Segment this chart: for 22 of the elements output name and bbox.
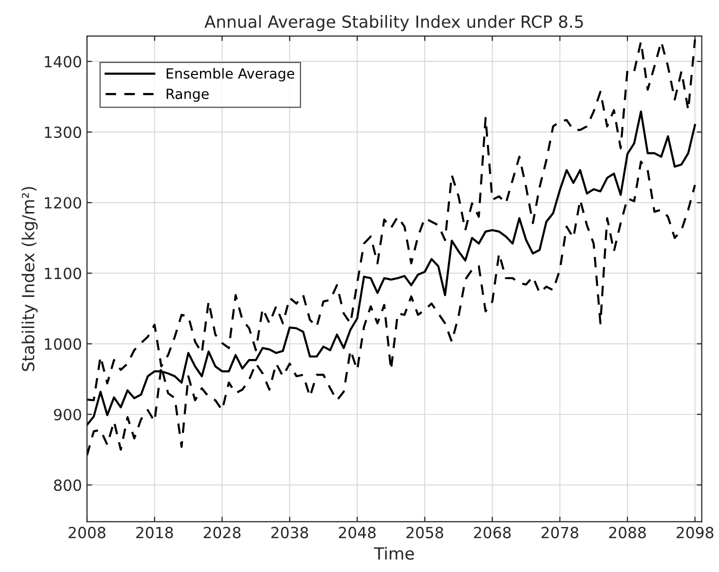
y-tick-label: 900 <box>54 408 82 420</box>
x-tick-label: 2048 <box>338 526 376 538</box>
y-axis-title: Stability Index (kg/m²) <box>22 187 38 371</box>
x-axis-title: Time <box>374 546 414 560</box>
x-tick-label: 2018 <box>136 526 173 538</box>
y-tick-label: 800 <box>54 479 82 491</box>
y-tick-label: 1200 <box>44 197 82 209</box>
y-tick-label: 1000 <box>44 338 82 350</box>
x-tick-label: 2068 <box>474 526 511 538</box>
y-tick-label: 1400 <box>44 56 82 68</box>
x-tick-label: 2008 <box>68 526 106 538</box>
x-tick-label: 2088 <box>609 526 646 538</box>
legend-label: Range <box>166 88 209 102</box>
chart-title: Annual Average Stability Index under RCP 8.5 <box>204 15 583 32</box>
legend-label: Ensemble Average <box>166 68 294 82</box>
x-tick-label: 2058 <box>406 526 444 538</box>
y-tick-label: 1300 <box>44 126 82 138</box>
x-tick-label: 2098 <box>676 526 714 538</box>
x-tick-label: 2038 <box>271 526 308 538</box>
x-tick-label: 2028 <box>204 526 240 538</box>
x-tick-label: 2078 <box>542 526 578 538</box>
y-tick-label: 1100 <box>44 268 82 280</box>
